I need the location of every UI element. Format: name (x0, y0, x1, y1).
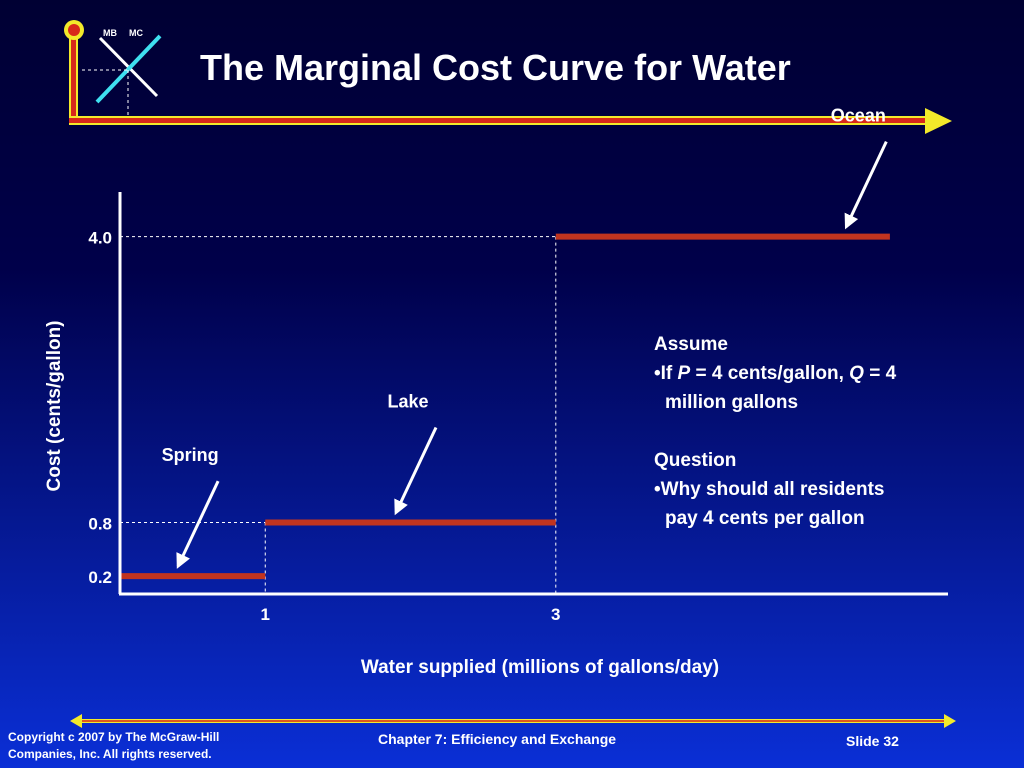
copyright-line1: Copyright c 2007 by The McGraw-Hill (8, 730, 220, 744)
question-line2: pay 4 cents per gallon (665, 508, 865, 529)
copyright-notice: Copyright c 2007 by The McGraw-Hill Comp… (8, 729, 219, 763)
assume-bullet: •If P = 4 cents/gallon, Q = 4 million ga… (654, 359, 974, 417)
annotation-label: Lake (387, 392, 428, 412)
logo-mb-label: MB (103, 28, 117, 38)
logo-mc-line (95, 34, 162, 104)
copyright-line2: Companies, Inc. All rights reserved. (8, 747, 212, 761)
assume-end: = 4 (863, 363, 897, 384)
x-tick-label: 1 (261, 605, 270, 624)
chapter-label: Chapter 7: Efficiency and Exchange (378, 731, 617, 747)
mb-mc-logo: MB MC (64, 20, 162, 120)
annotation-arrow (394, 426, 438, 516)
y-tick-label: 0.8 (88, 515, 112, 534)
assume-p: P (677, 363, 691, 384)
annotation-label: Ocean (831, 106, 886, 126)
y-tick-label: 4.0 (88, 229, 112, 248)
annotation-arrow (844, 141, 888, 230)
logo-vertical-bar-red (71, 38, 76, 120)
question-heading: Question (654, 450, 737, 471)
assume-q: Q (849, 363, 864, 384)
question-bullet: •Why should all residents pay 4 cents pe… (654, 475, 974, 533)
notes-box: Assume •If P = 4 cents/gallon, Q = 4 mil… (654, 330, 974, 533)
annotation-label: Spring (162, 445, 219, 465)
assume-if: •If (654, 363, 678, 384)
x-axis-label: Water supplied (millions of gallons/day) (361, 657, 719, 678)
step-series (120, 233, 890, 580)
logo-mc-label: MC (129, 28, 143, 38)
assume-heading: Assume (654, 334, 728, 355)
annotations: Spring Lake Ocean (162, 106, 888, 569)
page-title: The Marginal Cost Curve for Water (200, 47, 791, 88)
slide-number: Slide 32 (846, 733, 899, 749)
assume-line2: million gallons (665, 392, 799, 413)
title-rule (69, 108, 952, 134)
assume-mid: = 4 cents/gallon, (690, 363, 850, 384)
y-axis-label: Cost (cents/gallon) (44, 320, 65, 491)
y-tick-label: 0.2 (88, 568, 112, 587)
reference-lines (120, 236, 557, 594)
x-tick-label: 3 (551, 605, 560, 624)
logo-knob-inner (68, 24, 80, 36)
y-tick-labels: 0.2 0.8 4.0 (88, 229, 112, 587)
annotation-arrow (176, 480, 220, 569)
question-line1: •Why should all residents (654, 479, 885, 500)
